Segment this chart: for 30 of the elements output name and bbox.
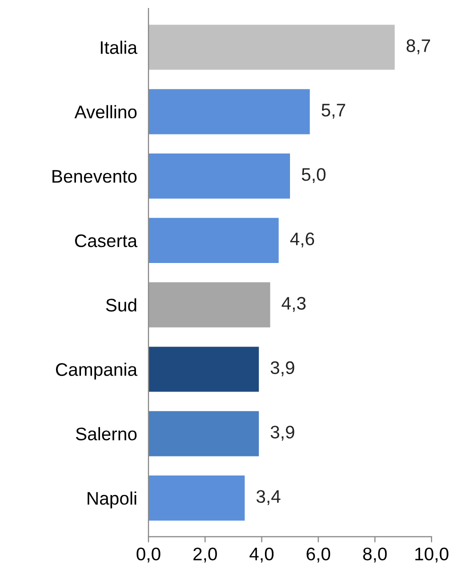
x-tick-label: 8,0 — [363, 548, 387, 562]
y-tick-label: Napoli — [88, 492, 136, 508]
bar — [148, 411, 259, 456]
y-tick-label: Benevento — [52, 170, 137, 183]
data-label: 3,4 — [256, 490, 280, 506]
data-label: 4,6 — [290, 232, 314, 248]
data-label: 8,7 — [406, 39, 430, 54]
data-label: 3,9 — [270, 361, 294, 376]
bar — [148, 154, 290, 199]
bar — [148, 24, 395, 70]
x-tick-label: 10,0 — [415, 548, 448, 562]
x-tick-label: 4,0 — [250, 548, 274, 562]
y-tick-label: Avellino — [74, 105, 137, 118]
data-label: 5,0 — [302, 168, 326, 184]
y-tick-label: Caserta — [75, 234, 138, 248]
bar — [148, 476, 245, 521]
y-tick-label: Italia — [100, 40, 138, 54]
y-tick-label: Campania — [56, 362, 138, 380]
bar — [148, 282, 270, 328]
x-tick-label: 6,0 — [306, 548, 330, 562]
data-label: 4,3 — [282, 296, 306, 312]
x-tick-label: 2,0 — [193, 548, 217, 562]
bar — [148, 346, 259, 392]
bar — [148, 89, 310, 134]
data-label: 5,7 — [322, 104, 346, 119]
data-label: 3,9 — [270, 426, 294, 441]
x-tick-label: 0,0 — [136, 548, 160, 562]
bar — [148, 218, 279, 263]
y-tick-label: Salerno — [76, 427, 137, 440]
y-tick-label: Sud — [106, 298, 136, 312]
